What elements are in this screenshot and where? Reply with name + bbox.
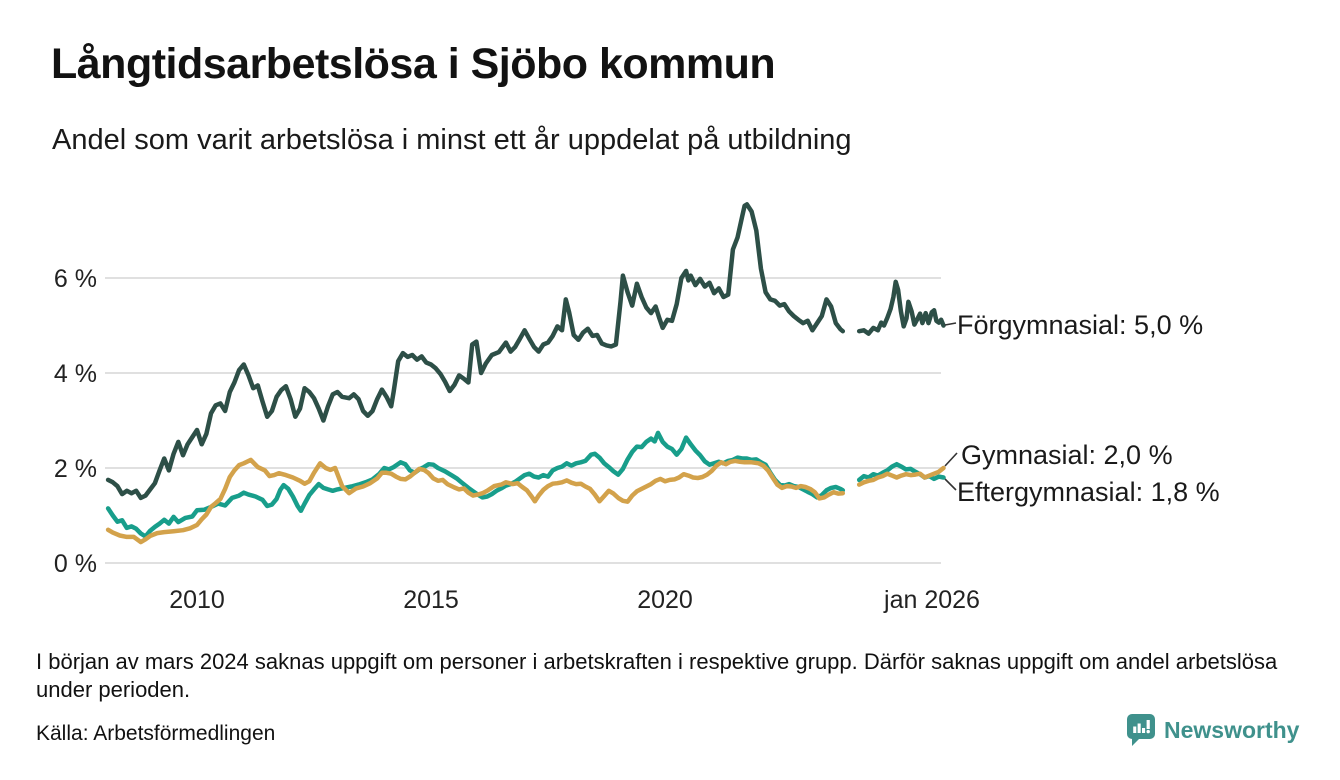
newsworthy-logo: Newsworthy xyxy=(1126,713,1299,747)
label-connector xyxy=(944,322,957,326)
y-tick-label: 6 % xyxy=(54,265,97,293)
chart-subtitle: Andel som varit arbetslösa i minst ett å… xyxy=(52,124,852,156)
series-line-eftergymnasial xyxy=(105,430,846,539)
source-credit: Källa: Arbetsförmedlingen xyxy=(36,722,276,745)
x-tick-label: 2015 xyxy=(403,586,459,614)
y-tick-label: 0 % xyxy=(54,550,97,578)
series-end-label-forgymnasial: Förgymnasial: 5,0 % xyxy=(957,310,1204,340)
label-connector xyxy=(944,452,958,467)
footnote: I början av mars 2024 saknas uppgift om … xyxy=(36,649,1278,702)
x-tick-label: jan 2026 xyxy=(883,586,980,614)
chart-title: Långtidsarbetslösa i Sjöbo kommun xyxy=(51,40,776,88)
y-tick-label: 2 % xyxy=(54,455,97,483)
y-tick-label: 4 % xyxy=(54,360,97,388)
series-end-label-eftergymnasial: Eftergymnasial: 1,8 % xyxy=(957,477,1220,507)
series-line-gymnasial xyxy=(856,465,946,487)
newsworthy-wordmark: Newsworthy xyxy=(1164,716,1300,743)
series-line-förgymnasial xyxy=(856,279,946,336)
label-connector xyxy=(944,478,957,491)
x-tick-label: 2020 xyxy=(637,586,693,614)
x-tick-label: 2010 xyxy=(169,586,225,614)
newsworthy-chart-bubble-icon xyxy=(1126,713,1156,747)
series-line-förgymnasial xyxy=(105,202,846,501)
series-line-gymnasial xyxy=(105,457,846,545)
series-end-label-gymnasial: Gymnasial: 2,0 % xyxy=(961,440,1173,470)
